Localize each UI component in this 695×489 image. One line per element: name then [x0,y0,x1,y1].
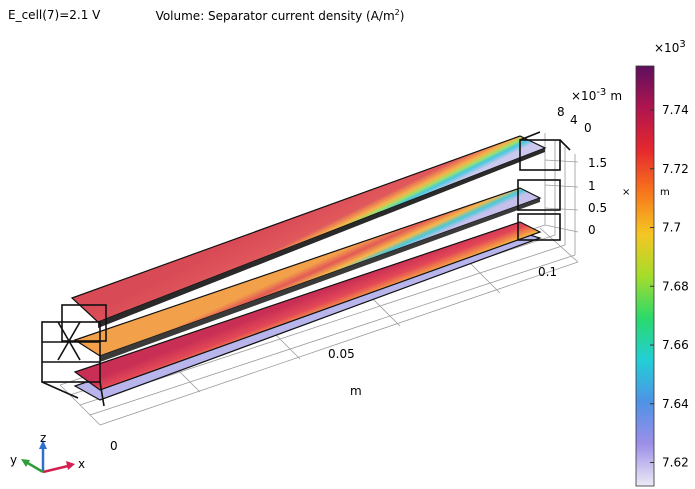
expression-label: E_cell(7)=2.1 V [8,8,101,22]
z-axis: 1.5 1 0.5 0 × m [588,156,670,237]
x-tick-0.05: 0.05 [328,347,355,361]
axis-triad: z x y [10,431,85,474]
z-unit-m: m [660,187,670,198]
y-tick-4: 4 [570,113,578,127]
colorbar-gradient [635,65,655,487]
x-tick-0: 0 [110,439,118,453]
z-tick-1.5: 1.5 [588,156,607,170]
colorbar-tick-label: 7.62 [662,456,689,470]
colorbar-tick-label: 7.66 [662,338,689,352]
y-axis: ×10-3 m 8 4 0 [557,87,622,135]
x-axis-unit: m [350,384,362,398]
cell-wireframe-right [517,131,571,241]
colorbar-tick-label: 7.68 [662,279,689,293]
colorbar-tick-label: 7.7 [662,221,681,235]
colorbar: ×103 7.74 7.72 7.7 7.68 7.66 7.64 7.62 [635,39,689,487]
colorbar-tick-label: 7.72 [662,162,689,176]
plot-title: Volume: Separator current density (A/m2) [0,8,560,23]
title-superscript: 2 [394,8,400,17]
z-tick-1: 1 [588,179,596,193]
x-axis: 0 0.05 0.1 m [110,265,557,453]
triad-y-label: y [10,453,17,467]
triad-z-label: z [40,431,46,445]
separator-slab-lower [73,221,542,401]
separator-slab-upper [70,135,547,328]
separator-slab-middle [73,187,542,362]
back-wall-grid [544,133,579,255]
y-tick-0: 0 [584,121,592,135]
z-unit-times: × [622,187,630,198]
title-close: ) [399,9,405,23]
z-tick-0: 0 [588,223,596,237]
triad-x-label: x [78,457,85,471]
colorbar-ticks: 7.74 7.72 7.7 7.68 7.66 7.64 7.62 [650,103,689,470]
z-tick-0.5: 0.5 [588,201,607,215]
y-multiplier: ×10-3 m [571,87,622,103]
title-text: Volume: Separator current density (A/m [155,9,395,23]
colorbar-tick-label: 7.74 [662,103,689,117]
cell-wireframe-left [41,304,107,407]
colorbar-tick-label: 7.64 [662,397,689,411]
colorbar-multiplier: ×103 [654,39,686,55]
y-tick-8: 8 [557,105,565,119]
x-tick-0.1: 0.1 [538,265,557,279]
